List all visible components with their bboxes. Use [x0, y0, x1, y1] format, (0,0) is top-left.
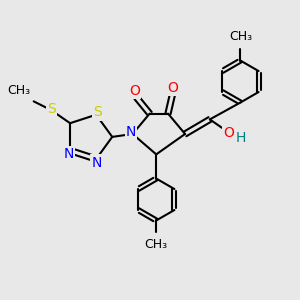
Text: CH₃: CH₃ [229, 30, 252, 43]
Text: N: N [92, 156, 102, 170]
Text: S: S [47, 102, 56, 116]
Text: N: N [126, 124, 136, 139]
Text: O: O [167, 81, 178, 95]
Text: O: O [223, 126, 234, 140]
Text: CH₃: CH₃ [145, 238, 168, 251]
Text: O: O [129, 84, 140, 98]
Text: H: H [235, 131, 246, 145]
Text: N: N [64, 147, 74, 161]
Text: CH₃: CH₃ [7, 84, 30, 97]
Text: S: S [93, 105, 102, 119]
